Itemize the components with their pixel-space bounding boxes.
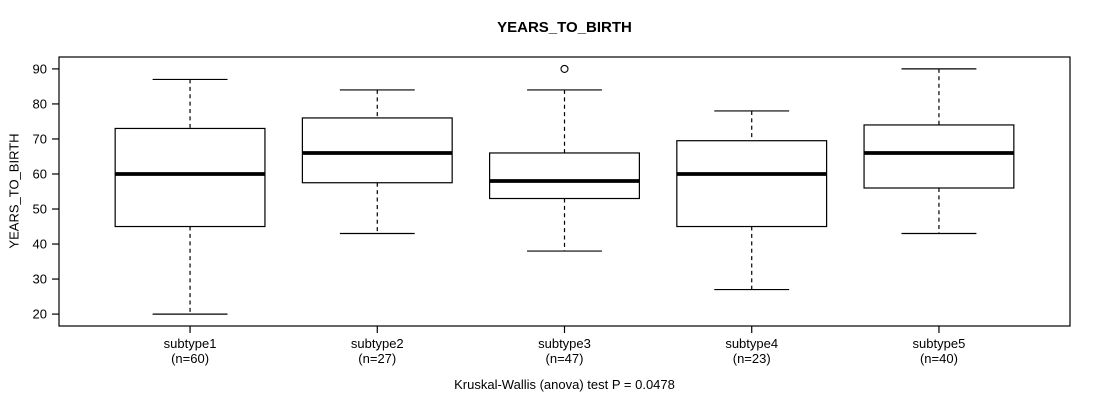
x-count-label: (n=60) [171,351,209,366]
x-count-label: (n=47) [546,351,584,366]
box [863,124,1015,189]
y-tick-label: 20 [33,307,47,322]
y-tick-label: 60 [33,166,47,181]
x-count-label: (n=27) [358,351,396,366]
box [301,117,453,184]
x-tick-label: subtype4 [725,336,778,351]
y-tick-label: 30 [33,272,47,287]
y-tick-label: 90 [33,61,47,76]
box [676,140,828,228]
stat-annotation: Kruskal-Wallis (anova) test P = 0.0478 [454,377,675,392]
outlier-point [560,64,569,73]
x-count-label: (n=40) [920,351,958,366]
x-count-label: (n=23) [733,351,771,366]
box [489,152,640,200]
chart-title: YEARS_TO_BIRTH [497,19,632,36]
y-tick-label: 70 [33,131,47,146]
x-tick-label: subtype2 [351,336,404,351]
y-tick-label: 40 [33,237,47,252]
y-tick-label: 50 [33,202,47,217]
y-tick-label: 80 [33,96,47,111]
x-tick-label: subtype1 [164,336,217,351]
box [114,127,266,228]
x-tick-label: subtype5 [913,336,966,351]
x-tick-label: subtype3 [538,336,591,351]
